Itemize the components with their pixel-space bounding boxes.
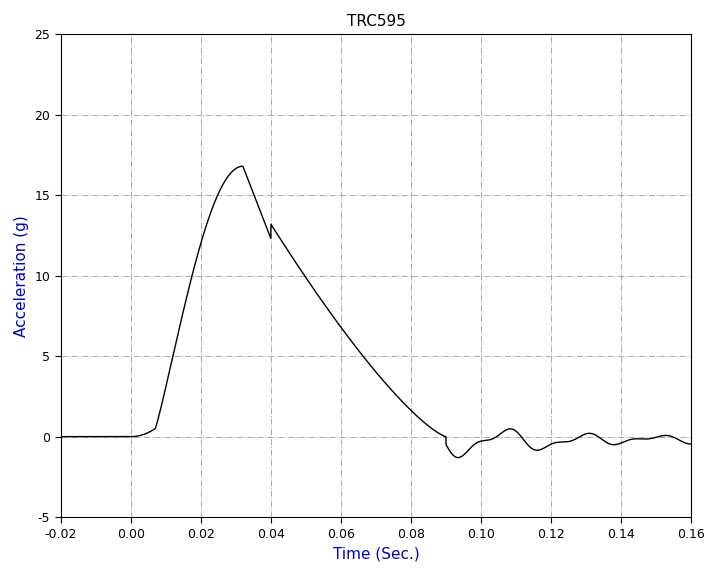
X-axis label: Time (Sec.): Time (Sec.): [333, 546, 419, 561]
Title: TRC595: TRC595: [347, 14, 406, 29]
Y-axis label: Acceleration (g): Acceleration (g): [14, 215, 29, 336]
